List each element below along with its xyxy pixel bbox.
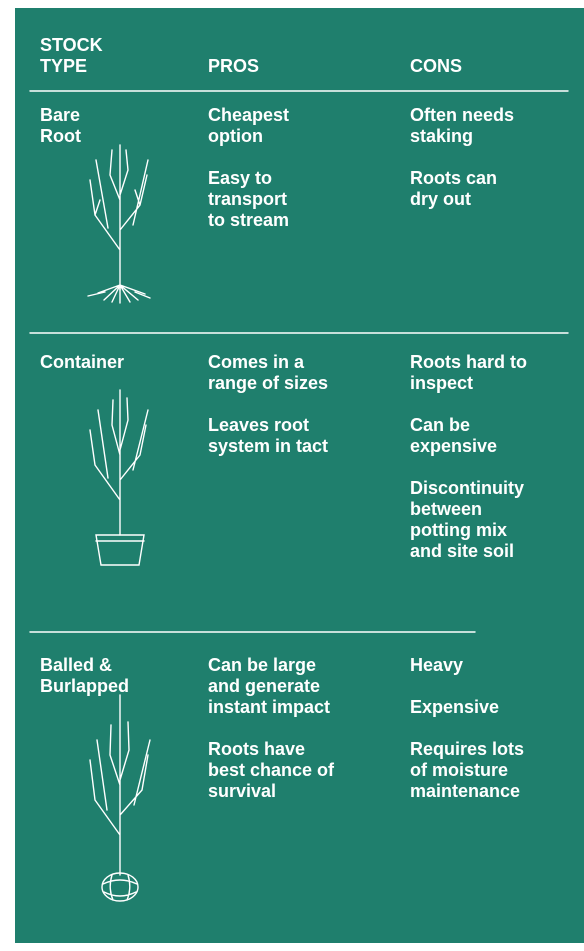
pro-item: Can be large and generate instant impact <box>208 655 331 717</box>
pro-item: Comes in a range of sizes <box>208 352 329 393</box>
stock-type: Balled & Burlapped <box>40 655 130 696</box>
header-stock-type: STOCK TYPE <box>40 35 103 76</box>
pros-list: Cheapest option Easy to transport to stre… <box>208 105 289 252</box>
con-item: Roots hard to inspect <box>410 352 527 393</box>
con-item: Discontinuity between potting mix and si… <box>410 478 525 561</box>
cons-list: Often needs staking Roots can dry out <box>410 105 514 231</box>
cons-list: Roots hard to inspect Can be expensive Dis… <box>410 352 527 583</box>
pro-item: Roots have best chance of survival <box>208 739 335 801</box>
stock-type: Bare Root <box>40 105 81 146</box>
cons-list: Heavy Expensive Requires lots of moisture … <box>410 655 524 823</box>
pro-item: Leaves root system in tact <box>208 415 329 456</box>
pro-item: Easy to transport to stream <box>208 168 290 230</box>
balled-tree <box>89 694 151 902</box>
pro-item: Cheapest option <box>208 105 290 146</box>
con-item: Often needs staking <box>410 105 515 146</box>
con-item: Heavy <box>410 655 464 675</box>
con-item: Expensive <box>410 697 500 717</box>
con-item: Requires lots of moisture maintenance <box>410 739 525 801</box>
stock-type: Container <box>40 352 125 372</box>
header-cons: CONS <box>410 56 463 76</box>
container-tree <box>89 389 149 566</box>
con-item: Can be expensive <box>410 415 498 456</box>
pros-list: Comes in a range of sizes Leaves root sys… <box>208 352 328 478</box>
con-item: Roots can dry out <box>410 168 498 209</box>
bare-root-tree <box>87 144 151 304</box>
pros-list: Can be large and generate instant impact… <box>208 655 334 823</box>
header-pros: PROS <box>208 56 260 76</box>
table-panel <box>15 8 584 943</box>
